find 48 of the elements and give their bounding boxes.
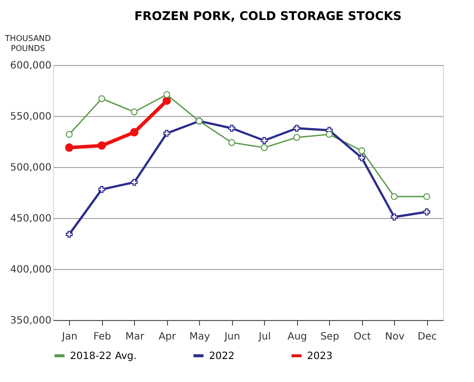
point bbox=[130, 108, 138, 116]
point bbox=[423, 208, 430, 216]
x-tick-label: Jun bbox=[223, 332, 240, 342]
x-tick-label: May bbox=[189, 332, 210, 342]
x-tick-label: Jan bbox=[61, 332, 78, 342]
point bbox=[163, 91, 170, 98]
y-tick-label: 350,000 bbox=[10, 316, 52, 326]
point bbox=[228, 124, 236, 132]
point bbox=[130, 178, 138, 186]
point bbox=[293, 124, 300, 132]
point bbox=[66, 230, 73, 238]
point bbox=[130, 128, 138, 136]
y-tick-label: 500,000 bbox=[10, 162, 52, 174]
point bbox=[163, 130, 170, 137]
x-tick-label: Feb bbox=[93, 332, 112, 342]
y-tick-label: 450,000 bbox=[10, 214, 52, 224]
x-tick-label: Nov bbox=[384, 332, 405, 342]
point bbox=[98, 186, 106, 193]
point bbox=[260, 137, 268, 144]
x-tick-label: Jul bbox=[258, 332, 271, 342]
legend-label: 2022 bbox=[209, 350, 234, 362]
x-tick-label: Sep bbox=[320, 332, 340, 342]
chart-title: FROZEN PORK, COLD STORAGE STOCKS bbox=[134, 9, 402, 23]
x-tick-label: Dec bbox=[418, 332, 437, 342]
point bbox=[260, 144, 268, 152]
point bbox=[326, 130, 333, 138]
point bbox=[358, 147, 366, 154]
y-axis-title: THOUSAND POUNDS bbox=[4, 34, 51, 53]
y-tick-label: 550,000 bbox=[10, 112, 52, 122]
point bbox=[98, 141, 106, 150]
point bbox=[98, 95, 106, 102]
point bbox=[358, 154, 366, 162]
x-tick-label: Apr bbox=[158, 332, 177, 342]
legend-label: 2018-22 Avg. bbox=[70, 350, 137, 362]
y-tick-label: 600,000 bbox=[10, 60, 52, 72]
point bbox=[293, 134, 300, 141]
point bbox=[228, 139, 236, 146]
point bbox=[390, 214, 398, 220]
x-tick-label: Aug bbox=[287, 332, 308, 342]
x-tick-label: Oct bbox=[354, 332, 371, 342]
point bbox=[66, 130, 73, 138]
legend-label: 2023 bbox=[307, 350, 332, 362]
point bbox=[390, 193, 398, 200]
point bbox=[162, 96, 171, 105]
point bbox=[65, 143, 74, 152]
point bbox=[423, 193, 430, 200]
y-tick-label: 400,000 bbox=[10, 264, 52, 276]
x-tick-label: Mar bbox=[125, 332, 146, 342]
